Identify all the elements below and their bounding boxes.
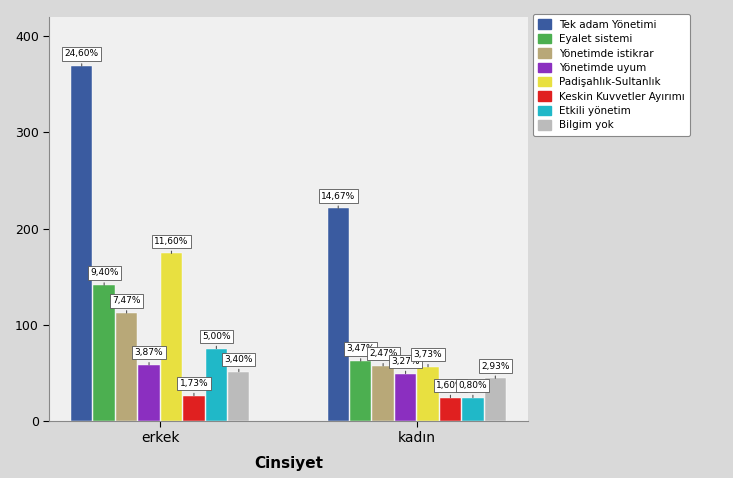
Text: 2,93%: 2,93% [481, 362, 509, 379]
Bar [94, 285, 115, 421]
Text: 1,60%: 1,60% [436, 381, 465, 398]
Text: 24,60%: 24,60% [65, 49, 99, 66]
Text: 14,67%: 14,67% [321, 192, 356, 208]
Bar [440, 398, 461, 421]
Text: 7,47%: 7,47% [112, 296, 141, 313]
Bar [183, 396, 205, 421]
Bar [71, 66, 92, 421]
Legend: Tek adam Yönetimi, Eyalet sistemi, Yönetimde istikrar, Yönetimde uyum, Padişahlı: Tek adam Yönetimi, Eyalet sistemi, Yönet… [533, 14, 690, 136]
X-axis label: Cinsiyet: Cinsiyet [254, 456, 323, 471]
Text: 3,40%: 3,40% [224, 355, 253, 372]
Text: 2,47%: 2,47% [369, 349, 397, 366]
Text: 5,00%: 5,00% [202, 332, 231, 348]
Text: 11,60%: 11,60% [155, 237, 188, 253]
Bar [116, 313, 137, 421]
Bar [161, 253, 182, 421]
Text: 3,27%: 3,27% [391, 357, 420, 374]
Text: 3,47%: 3,47% [347, 344, 375, 361]
Bar [228, 372, 249, 421]
Bar [328, 208, 349, 421]
Text: 0,80%: 0,80% [459, 381, 487, 398]
Bar [372, 366, 394, 421]
Bar [485, 379, 506, 421]
Bar [139, 365, 160, 421]
Text: 3,73%: 3,73% [413, 350, 442, 367]
Bar [417, 367, 438, 421]
Bar [395, 374, 416, 421]
Bar [350, 361, 372, 421]
Bar [463, 398, 484, 421]
Text: 9,40%: 9,40% [90, 269, 119, 285]
Text: 1,73%: 1,73% [180, 379, 208, 396]
Text: 3,87%: 3,87% [135, 348, 163, 365]
Bar [206, 348, 227, 421]
